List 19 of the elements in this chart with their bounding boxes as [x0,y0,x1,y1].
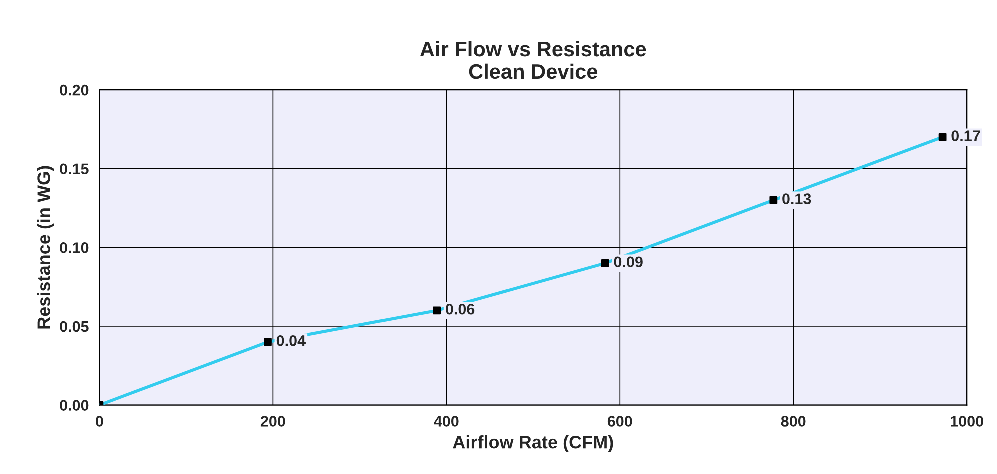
data-label: 0.17 [952,130,980,142]
data-label: 0.13 [782,194,812,205]
x-tick-label: 0 [96,416,104,427]
x-tick-label: 400 [434,416,459,427]
data-label: 0.09 [614,256,643,268]
x-tick-label: 200 [260,416,286,427]
x-tick-label: 600 [608,416,632,427]
y-tick-label: 0.10 [60,242,89,254]
data-label: 0.06 [446,304,475,315]
y-tick-label: 0.00 [60,400,89,411]
x-axis-title: Airflow Rate (CFM) [453,435,614,452]
x-tick-label: 1000 [951,416,984,427]
data-label: 0.04 [276,336,306,346]
y-axis-title: Resistance (in WG) [37,166,54,329]
chart-title: Air Flow vs Resistance Clean Device [420,41,646,80]
y-tick-label: 0.15 [60,164,89,175]
y-tick-label: 0.20 [60,84,89,96]
x-tick-label: 800 [781,416,806,427]
y-tick-label: 0.05 [60,321,89,332]
